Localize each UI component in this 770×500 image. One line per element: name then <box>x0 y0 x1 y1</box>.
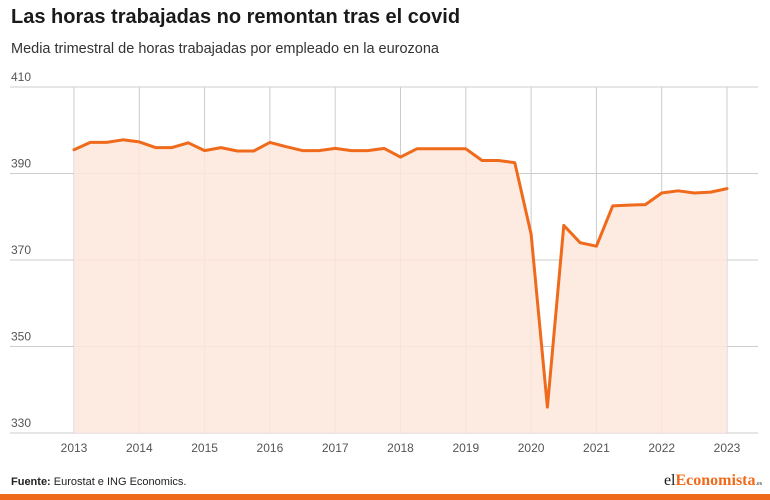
logo-part-1: el <box>663 472 676 489</box>
x-tick-label: 2017 <box>322 441 349 455</box>
y-tick-label: 410 <box>11 70 31 84</box>
x-tick-label: 2015 <box>191 441 218 455</box>
x-tick-label: 2013 <box>61 441 88 455</box>
brand-bar <box>0 494 770 500</box>
source-note: Fuente: Eurostat e ING Economics. <box>11 476 186 488</box>
series-line <box>72 138 729 409</box>
series-area <box>74 139 727 434</box>
chart-title: Las horas trabajadas no remontan tras el… <box>11 6 461 28</box>
x-tick-label: 2018 <box>387 441 414 455</box>
chart-subtitle: Media trimestral de horas trabajadas por… <box>11 41 439 57</box>
y-tick-label: 350 <box>11 330 31 344</box>
eleconomista-logo: elEconomista.es <box>664 472 762 490</box>
x-tick-label: 2016 <box>257 441 284 455</box>
x-tick-label: 2014 <box>126 441 153 455</box>
logo-part-3: .es <box>755 481 763 487</box>
y-tick-label: 370 <box>11 243 31 257</box>
y-tick-label: 390 <box>11 157 31 171</box>
y-tick-label: 330 <box>11 416 31 430</box>
logo-part-2: Economista <box>675 472 756 489</box>
x-tick-label: 2020 <box>518 441 545 455</box>
line-chart: 330 350 370 390 410 2013 2014 2015 2016 2017 2018… <box>10 70 758 455</box>
y-axis-tick-labels: 330 350 370 390 410 <box>11 70 31 430</box>
source-label: Fuente: <box>11 476 51 488</box>
source-text: Eurostat e ING Economics. <box>50 476 187 488</box>
x-tick-label: 2023 <box>714 441 741 455</box>
x-axis-tick-labels: 2013 2014 2015 2016 2017 2018 2019 2020 2021 2022… <box>61 441 741 455</box>
x-tick-label: 2022 <box>648 441 675 455</box>
x-tick-label: 2019 <box>452 441 479 455</box>
x-tick-label: 2021 <box>583 441 610 455</box>
